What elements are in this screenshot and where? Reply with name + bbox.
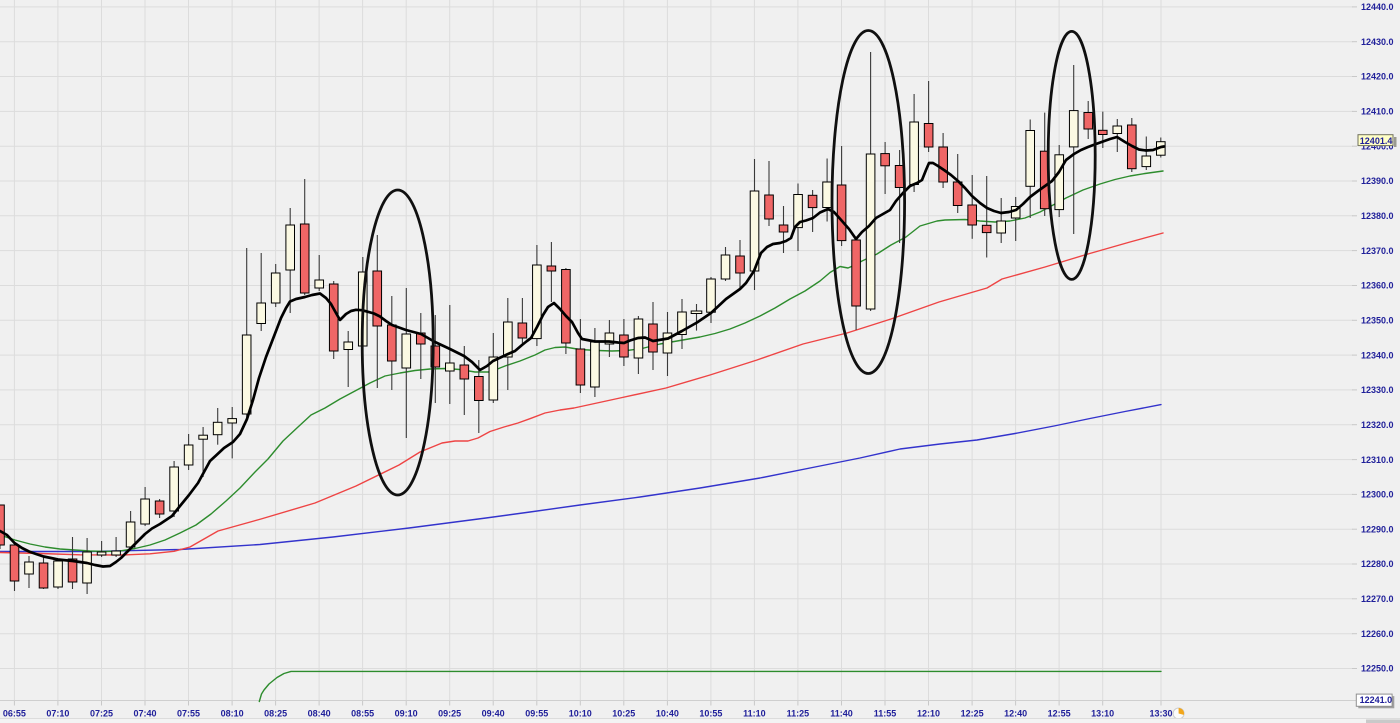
svg-text:12400.0: 12400.0 [1361, 141, 1394, 151]
svg-text:07:25: 07:25 [90, 709, 113, 719]
svg-text:12370.0: 12370.0 [1361, 246, 1394, 256]
svg-text:07:55: 07:55 [177, 709, 200, 719]
svg-text:08:40: 08:40 [308, 709, 331, 719]
svg-text:12260.0: 12260.0 [1361, 629, 1394, 639]
svg-text:11:40: 11:40 [830, 709, 853, 719]
svg-text:12350.0: 12350.0 [1361, 316, 1394, 326]
svg-text:13:10: 13:10 [1091, 709, 1114, 719]
svg-text:12:10: 12:10 [917, 709, 940, 719]
svg-text:12:25: 12:25 [961, 709, 984, 719]
svg-text:10:55: 10:55 [699, 709, 722, 719]
svg-text:09:10: 09:10 [395, 709, 418, 719]
svg-text:12330.0: 12330.0 [1361, 385, 1394, 395]
svg-text:11:10: 11:10 [743, 709, 766, 719]
svg-text:09:40: 09:40 [482, 709, 505, 719]
svg-text:12401.4: 12401.4 [1360, 136, 1393, 146]
svg-text:10:10: 10:10 [569, 709, 592, 719]
svg-text:11:25: 11:25 [787, 709, 810, 719]
svg-text:07:40: 07:40 [133, 709, 156, 719]
svg-text:07:10: 07:10 [46, 709, 69, 719]
svg-text:12390.0: 12390.0 [1361, 176, 1394, 186]
svg-text:09:55: 09:55 [525, 709, 548, 719]
svg-text:12241.0: 12241.0 [1360, 695, 1393, 705]
svg-text:12290.0: 12290.0 [1361, 524, 1394, 534]
svg-text:12420.0: 12420.0 [1361, 72, 1394, 82]
svg-text:12320.0: 12320.0 [1361, 420, 1394, 430]
svg-text:10:40: 10:40 [656, 709, 679, 719]
svg-text:12440.0: 12440.0 [1361, 2, 1394, 12]
svg-text:09:25: 09:25 [438, 709, 461, 719]
svg-text:12360.0: 12360.0 [1361, 281, 1394, 291]
svg-text:10:25: 10:25 [612, 709, 635, 719]
svg-text:08:55: 08:55 [351, 709, 374, 719]
svg-text:12430.0: 12430.0 [1361, 37, 1394, 47]
svg-text:12310.0: 12310.0 [1361, 455, 1394, 465]
svg-text:12250.0: 12250.0 [1361, 664, 1394, 674]
svg-text:08:25: 08:25 [264, 709, 287, 719]
svg-text:12:55: 12:55 [1048, 709, 1071, 719]
svg-text:11:55: 11:55 [874, 709, 897, 719]
svg-text:12280.0: 12280.0 [1361, 559, 1394, 569]
svg-text:12:40: 12:40 [1004, 709, 1027, 719]
svg-text:12300.0: 12300.0 [1361, 490, 1394, 500]
svg-text:08:10: 08:10 [221, 709, 244, 719]
svg-text:12340.0: 12340.0 [1361, 350, 1394, 360]
svg-text:12270.0: 12270.0 [1361, 594, 1394, 604]
svg-text:13:30: 13:30 [1149, 709, 1172, 719]
svg-text:12410.0: 12410.0 [1361, 107, 1394, 117]
svg-text:06:55: 06:55 [3, 709, 26, 719]
svg-text:12380.0: 12380.0 [1361, 211, 1394, 221]
